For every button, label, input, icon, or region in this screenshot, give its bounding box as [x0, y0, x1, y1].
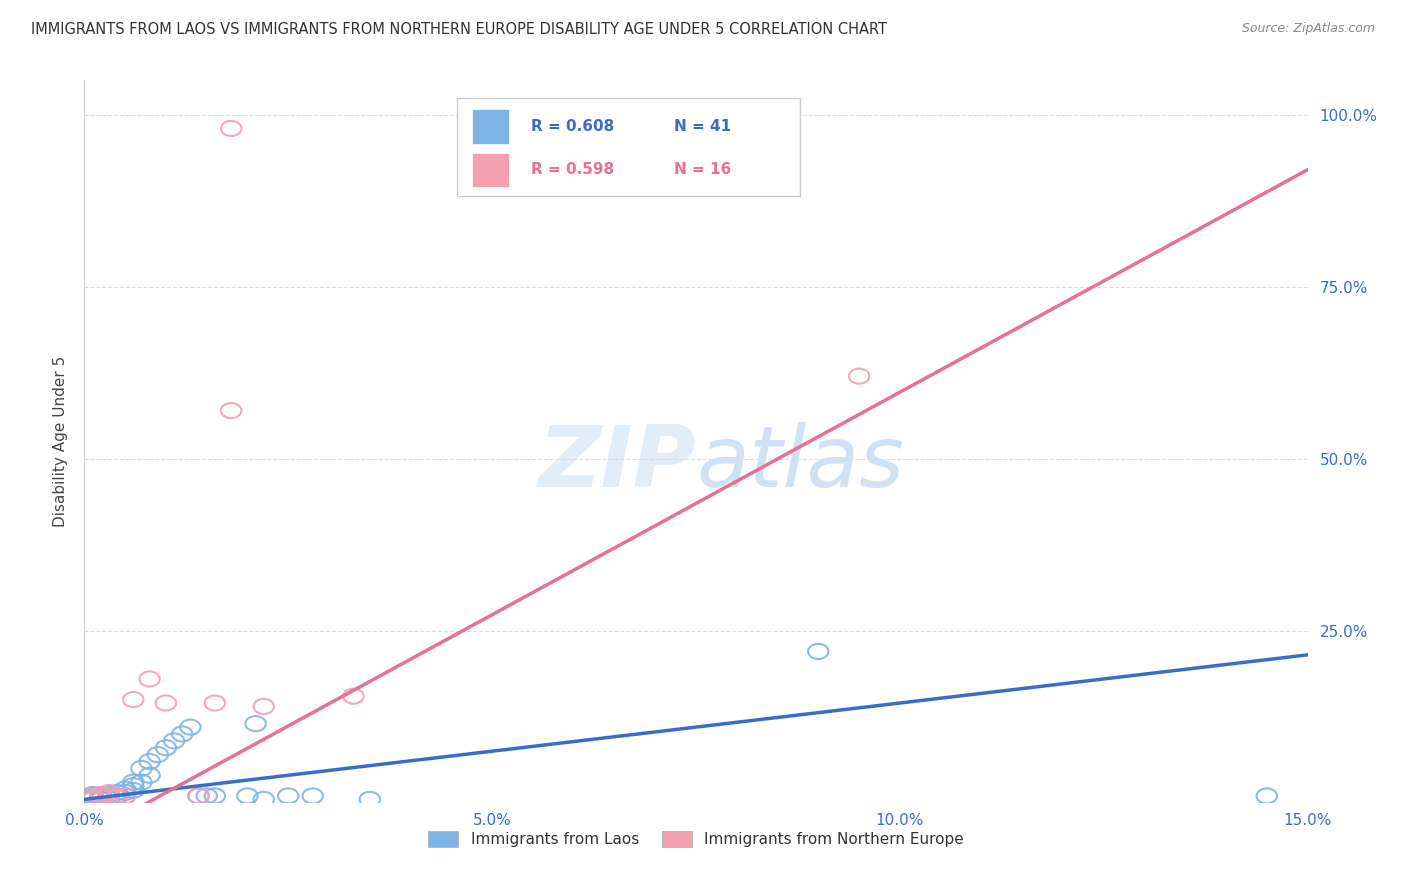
Bar — [472, 109, 509, 144]
Text: R = 0.598: R = 0.598 — [531, 162, 614, 178]
Bar — [472, 153, 509, 187]
Y-axis label: Disability Age Under 5: Disability Age Under 5 — [53, 356, 69, 527]
Text: ZIP: ZIP — [538, 422, 696, 505]
Text: IMMIGRANTS FROM LAOS VS IMMIGRANTS FROM NORTHERN EUROPE DISABILITY AGE UNDER 5 C: IMMIGRANTS FROM LAOS VS IMMIGRANTS FROM … — [31, 22, 887, 37]
Legend: Immigrants from Laos, Immigrants from Northern Europe: Immigrants from Laos, Immigrants from No… — [422, 825, 970, 853]
FancyBboxPatch shape — [457, 98, 800, 196]
Text: R = 0.608: R = 0.608 — [531, 119, 614, 134]
Text: N = 16: N = 16 — [673, 162, 731, 178]
Text: atlas: atlas — [696, 422, 904, 505]
Text: Source: ZipAtlas.com: Source: ZipAtlas.com — [1241, 22, 1375, 36]
Text: N = 41: N = 41 — [673, 119, 731, 134]
